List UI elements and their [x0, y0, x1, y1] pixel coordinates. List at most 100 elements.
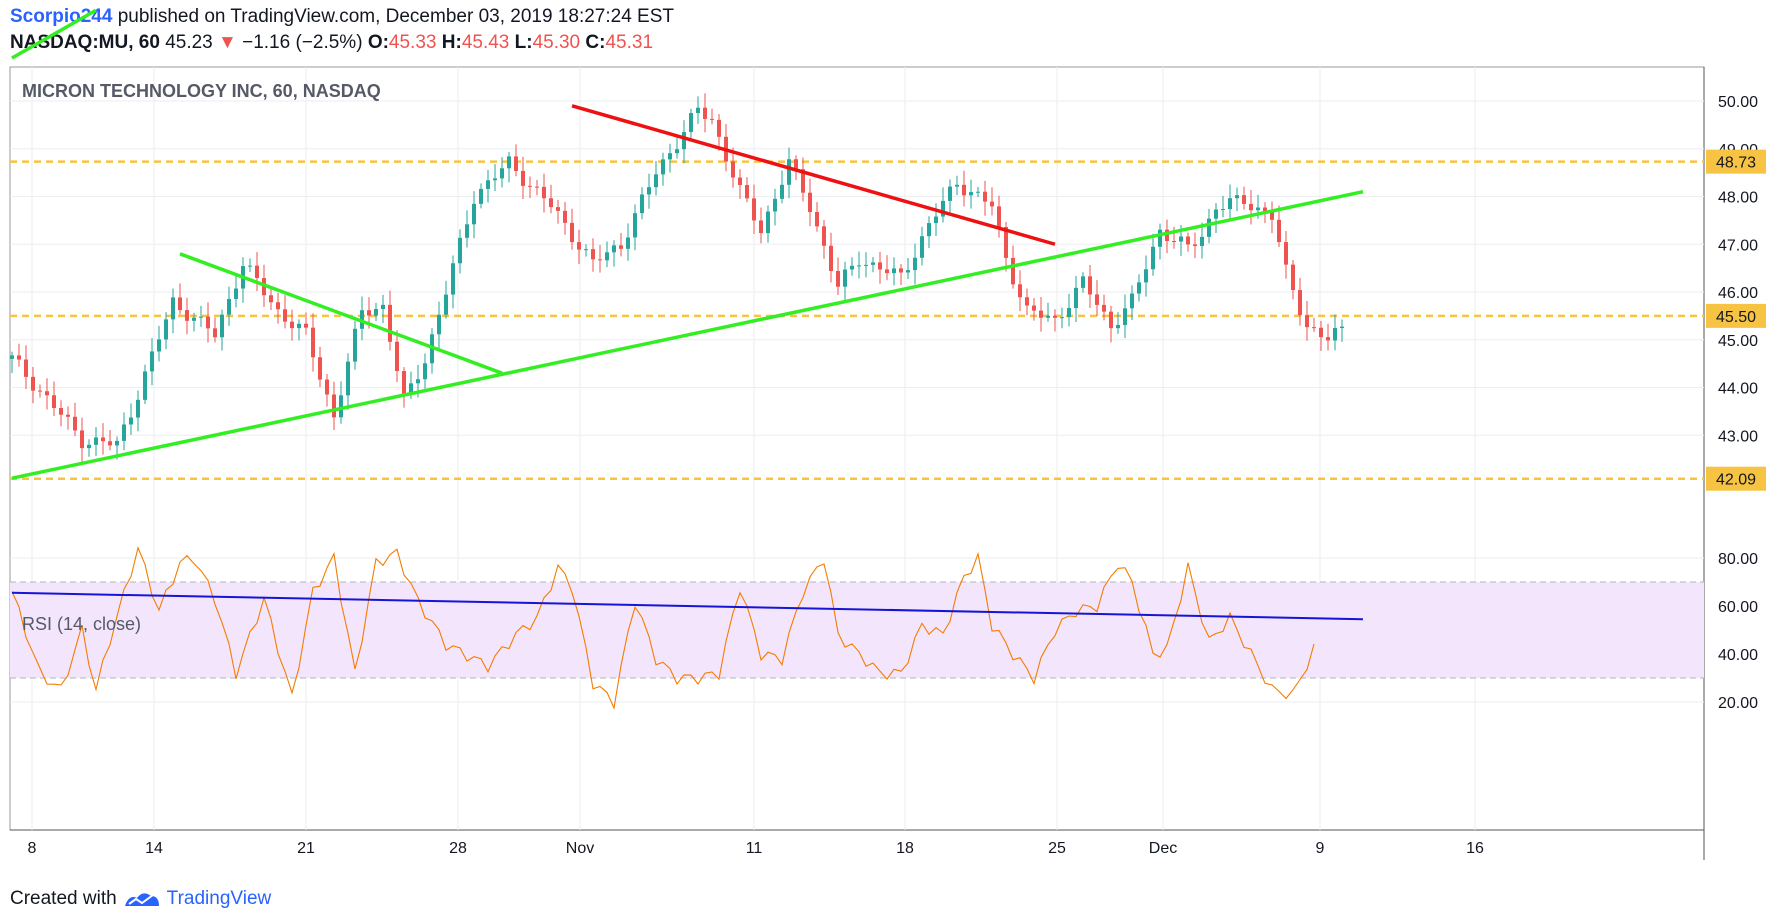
candle-body: [850, 265, 854, 270]
rsi-line: [11, 546, 1315, 710]
candle-body: [710, 118, 714, 120]
rsi-tick-label: 20.00: [1718, 695, 1758, 712]
tradingview-brand-link[interactable]: TradingView: [166, 888, 272, 909]
green-trendline[interactable]: [11, 8, 97, 60]
candle-body: [871, 262, 875, 265]
candle-body: [59, 408, 63, 415]
publish-text: published on TradingView.com, December 0…: [117, 6, 674, 27]
candle-body: [192, 317, 196, 321]
candle-body: [80, 430, 84, 449]
candle-body: [619, 245, 623, 249]
last-price: 45.23: [165, 32, 213, 53]
date-tick-label: 8: [28, 840, 37, 857]
candle-body: [388, 304, 392, 342]
candle-body: [1158, 229, 1162, 247]
candle-body: [962, 184, 966, 196]
rsi-tick-label: 80.00: [1718, 551, 1758, 568]
red-trendline[interactable]: [571, 104, 1056, 246]
author-link[interactable]: Scorpio244: [10, 6, 113, 27]
rsi-trendline[interactable]: [11, 591, 1364, 621]
candle-body: [899, 268, 903, 273]
trendlines[interactable]: [11, 8, 1364, 480]
candle-body: [892, 268, 896, 274]
candle-body: [787, 159, 791, 185]
candle-body: [108, 441, 112, 446]
price-tick-label: 47.00: [1718, 237, 1758, 254]
candle-body: [1039, 310, 1043, 318]
candle-body: [325, 379, 329, 395]
created-with-text: Created with: [10, 888, 117, 909]
candle-body: [1060, 317, 1064, 319]
candle-body: [115, 440, 119, 446]
candle-body: [31, 376, 35, 391]
price-tick-label: 45.00: [1718, 333, 1758, 350]
candle-body: [416, 379, 420, 384]
candle-body: [87, 444, 91, 449]
level-price-label: 45.50: [1716, 309, 1756, 326]
candle-body: [157, 339, 161, 352]
candle-body: [514, 156, 518, 171]
candle-body: [1312, 327, 1316, 329]
candle-body: [780, 184, 784, 199]
candle-body: [864, 264, 868, 266]
candle-body: [920, 236, 924, 258]
candle-body: [52, 395, 56, 409]
date-tick-label: Dec: [1149, 840, 1177, 857]
candle-body: [941, 200, 945, 217]
horizontal-levels[interactable]: [10, 160, 1704, 480]
candle-body: [570, 222, 574, 243]
candle-body: [444, 294, 448, 315]
date-tick-label: 16: [1466, 840, 1484, 857]
down-arrow-icon: ▼: [218, 32, 237, 53]
candle-body: [1053, 315, 1057, 318]
price-axis[interactable]: 50.0049.0048.0047.0046.0045.0044.0043.00…: [1706, 94, 1766, 491]
level-price-badge: [1706, 466, 1766, 491]
candle-body: [220, 314, 224, 338]
candle-body: [339, 395, 343, 418]
candle-body: [682, 132, 686, 150]
candle-body: [395, 341, 399, 372]
level-price-label: 42.09: [1716, 472, 1756, 489]
candle-body: [255, 265, 259, 279]
date-tick-label: 14: [145, 840, 163, 857]
candle-body: [647, 187, 651, 195]
candle-body: [1305, 315, 1309, 328]
low-value: 45.30: [532, 32, 581, 53]
time-axis[interactable]: 8 14 21 28 Nov 11 18 25 Dec 9 16: [28, 840, 1484, 857]
candle-body: [1081, 276, 1085, 288]
candle-body: [822, 226, 826, 246]
candle-body: [346, 361, 350, 396]
candle-body: [136, 399, 140, 418]
green-trendline[interactable]: [11, 190, 1364, 480]
candle-body: [1074, 287, 1078, 308]
candle-body: [745, 185, 749, 199]
rsi-title: RSI (14, close): [22, 614, 141, 634]
candle-body: [626, 237, 630, 249]
candle-body: [185, 310, 189, 321]
candle-body: [206, 316, 210, 329]
price-tick-label: 46.00: [1718, 285, 1758, 302]
date-tick-label: 25: [1048, 840, 1066, 857]
candle-body: [213, 328, 217, 338]
candle-body: [1116, 324, 1120, 329]
candle-body: [563, 210, 567, 223]
candle-body: [178, 297, 182, 311]
date-tick-label: 21: [297, 840, 315, 857]
candle-body: [94, 437, 98, 445]
candle-body: [598, 259, 602, 261]
rsi-tick-label: 40.00: [1718, 647, 1758, 664]
rsi-axis[interactable]: 80.00 60.00 40.00 20.00: [1718, 551, 1758, 712]
price-tick-label: 48.00: [1718, 190, 1758, 207]
candle-body: [605, 252, 609, 261]
candle-body: [640, 194, 644, 214]
price-tick-label: 43.00: [1718, 428, 1758, 445]
candle-body: [493, 178, 497, 181]
candle-body: [1165, 229, 1169, 242]
candle-body: [969, 192, 973, 196]
candle-body: [269, 295, 273, 303]
high-value: 45.43: [461, 32, 510, 53]
green-trendline[interactable]: [179, 252, 503, 375]
level-price-badge: [1706, 149, 1766, 174]
candle-body: [1151, 246, 1155, 270]
